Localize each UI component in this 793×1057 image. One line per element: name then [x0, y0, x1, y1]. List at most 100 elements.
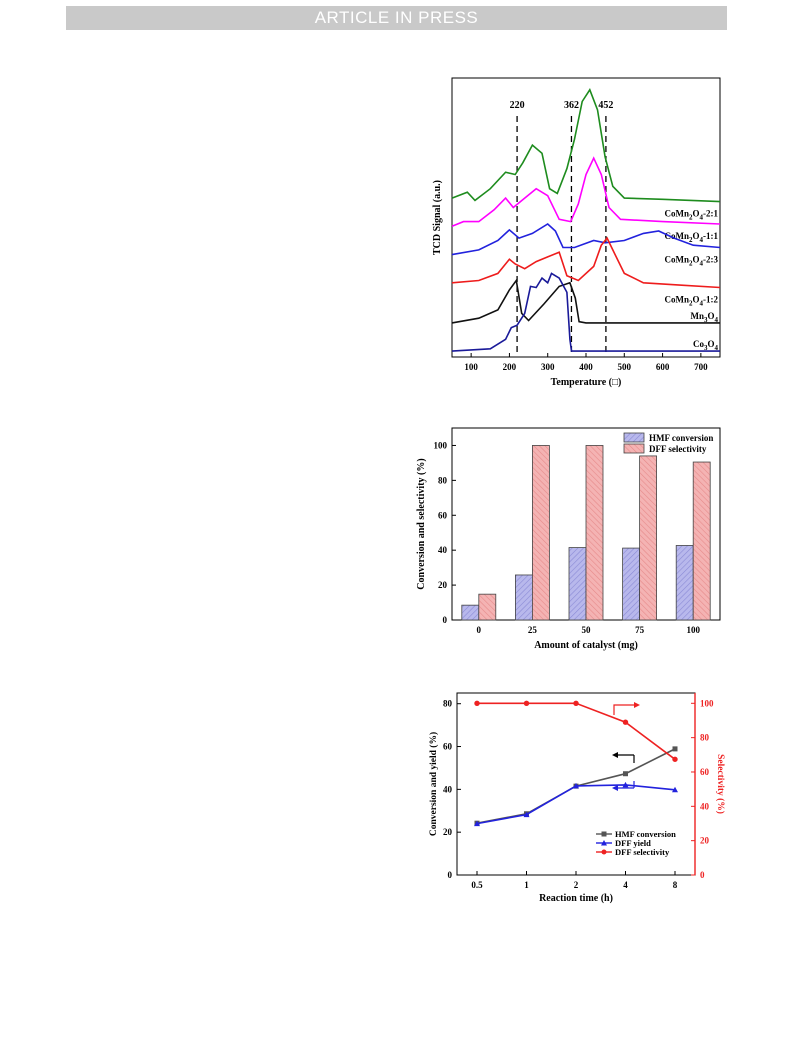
bar: [531, 445, 550, 621]
series-line: [451, 236, 721, 289]
bar: [639, 455, 658, 621]
series-line: [451, 223, 721, 256]
series-line: [476, 784, 676, 825]
series-label: CoMn2O4-1:1: [664, 231, 718, 244]
left-axis-arrowhead-blue: [612, 785, 618, 791]
x-tick-label: 4: [623, 880, 628, 890]
y-axis-title: TCD Signal (a.u.): [432, 180, 443, 255]
bar: [675, 545, 694, 621]
peak-marker-label: 452: [598, 100, 613, 111]
y-tick-label: 60: [438, 510, 448, 520]
x-tick-label: 0: [477, 625, 482, 635]
bar: [568, 547, 587, 621]
y-right-tick-label: 100: [700, 698, 714, 708]
legend-marker: [601, 849, 607, 855]
legend-label: HMF conversion: [649, 433, 713, 443]
bar: [622, 547, 641, 621]
x-tick-label: 8: [673, 880, 678, 890]
data-point: [672, 786, 678, 793]
y-tick-label: 80: [438, 475, 448, 485]
x-tick-label: 100: [686, 625, 700, 635]
y-left-tick-label: 80: [443, 699, 453, 709]
series-line: [451, 156, 721, 228]
y-left-tick-label: 60: [443, 742, 453, 752]
data-point: [622, 719, 629, 725]
series-line: [477, 702, 676, 760]
y-right-tick-label: 0: [700, 870, 705, 880]
peak-marker-label: 220: [510, 100, 525, 111]
series-line: [451, 272, 720, 352]
x-tick-label: 200: [503, 362, 517, 372]
bar: [692, 461, 711, 621]
data-point: [474, 700, 480, 707]
x-axis-title: Temperature (□): [551, 377, 622, 388]
reaction-time-chart: 0 20 40 60 80 0 20 40 60 80 100 0.5 1 2 4 8 HMF conversi…: [428, 692, 726, 904]
x-tick-label: 500: [618, 362, 632, 372]
bar: [478, 593, 497, 621]
y-left-tick-label: 20: [443, 827, 453, 837]
series-line: [451, 278, 720, 324]
y-tick-label: 40: [438, 545, 448, 555]
series-label: CoMn2O4-2:3: [664, 255, 718, 268]
right-axis-arrow: [613, 704, 634, 715]
y-right-tick-label: 80: [700, 733, 710, 743]
left-axis-arrow-blue: [618, 781, 635, 789]
x-tick-label: 1: [524, 880, 529, 890]
x-tick-label: 100: [464, 362, 478, 372]
legend-label: DFF selectivity: [649, 444, 707, 454]
data-point: [672, 746, 678, 752]
legend-swatch: [623, 432, 645, 443]
catalyst-amount-chart: 0 20 40 60 80 100 0 25 50 75 100 HMF conversionDFF …: [416, 427, 721, 651]
x-tick-label: 75: [635, 625, 645, 635]
y-right-tick-label: 20: [700, 836, 710, 846]
x-tick-label: 25: [528, 625, 538, 635]
x-tick-label: 600: [656, 362, 670, 372]
y-tick-label: 100: [434, 440, 448, 450]
y-left-tick-label: 0: [448, 870, 453, 880]
legend-swatch: [623, 443, 645, 454]
data-point: [573, 782, 579, 789]
data-point: [573, 700, 579, 707]
series-label: CoMn2O4-2:1: [664, 209, 718, 222]
left-axis-arrowhead: [612, 752, 618, 758]
y-axis-title: Conversion and selectivity (%): [416, 458, 427, 589]
x-tick-label: 0.5: [471, 880, 483, 890]
left-axis-arrow: [618, 754, 635, 763]
y-right-axis-title: Selectivity (%): [715, 754, 726, 814]
peak-marker-label: 362: [564, 100, 579, 111]
data-point: [623, 771, 628, 777]
right-axis-arrowhead: [634, 702, 640, 708]
bar: [515, 574, 533, 621]
data-point: [474, 820, 480, 827]
legend-label: DFF selectivity: [615, 847, 670, 857]
legend-label: HMF conversion: [615, 829, 676, 839]
data-point: [622, 781, 629, 788]
bar: [461, 604, 480, 621]
y-left-tick-label: 40: [443, 784, 453, 794]
article-in-press-banner: ARTICLE IN PRESS: [66, 6, 727, 30]
y-tick-label: 0: [443, 615, 448, 625]
x-tick-label: 300: [541, 362, 555, 372]
series-label: CoMn2O4-1:2: [664, 295, 718, 308]
series-label: Mn3O4: [690, 311, 718, 324]
bar: [585, 445, 604, 621]
x-tick-label: 700: [694, 362, 708, 372]
y-right-tick-label: 40: [700, 801, 710, 811]
x-axis-title: Amount of catalyst (mg): [534, 640, 638, 651]
x-tick-label: 400: [579, 362, 593, 372]
data-point: [523, 811, 530, 818]
x-tick-label: 2: [574, 880, 579, 890]
tpr-chart: 100 200 300 400 500 600 700 220 362 452 CoMn2O4-2:…: [432, 77, 721, 388]
y-left-axis-title: Conversion and yield (%): [428, 732, 439, 836]
data-point: [523, 700, 530, 707]
legend-marker: [601, 831, 607, 837]
legend-label: DFF yield: [615, 838, 651, 848]
x-tick-label: 50: [582, 625, 592, 635]
legend-marker: [601, 840, 607, 846]
series-line: [451, 88, 721, 203]
y-tick-label: 20: [438, 580, 448, 590]
series-label: Co3O4: [693, 339, 719, 352]
x-axis-title: Reaction time (h): [539, 893, 613, 904]
y-right-tick-label: 60: [700, 767, 710, 777]
data-point: [672, 756, 678, 762]
